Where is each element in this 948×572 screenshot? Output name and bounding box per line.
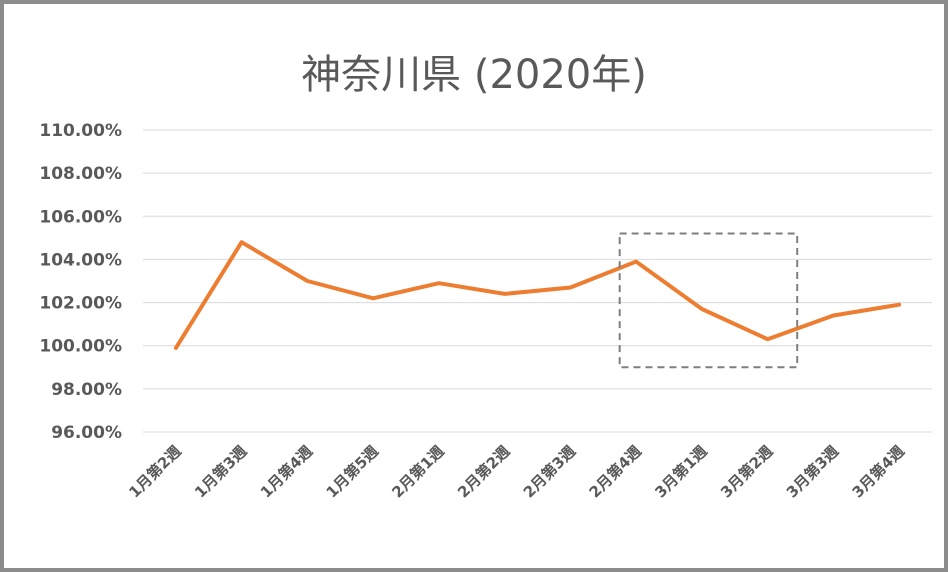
series-layer xyxy=(173,240,902,350)
x-tick-label: 3月第4週 xyxy=(849,442,908,501)
chart-title: 神奈川県 (2020年) xyxy=(301,52,647,98)
x-axis-ticks: 1月第2週 1月第3週 1月第4週 1月第5週 2月第1週 2月第2週 2月第3週 2月第4週… xyxy=(125,442,908,501)
y-tick-label: 110.00% xyxy=(39,121,122,141)
x-tick-label: 2月第4週 xyxy=(586,442,645,501)
y-tick-label: 108.00% xyxy=(39,164,122,184)
y-tick-label: 98.00% xyxy=(51,380,122,400)
x-tick-label: 3月第1週 xyxy=(651,442,710,501)
y-tick-label: 100.00% xyxy=(39,337,122,357)
x-tick-label: 3月第3週 xyxy=(783,442,842,501)
y-tick-label: 96.00% xyxy=(51,423,122,443)
x-tick-label: 2月第1週 xyxy=(388,442,447,501)
y-tick-label: 102.00% xyxy=(39,294,122,314)
highlight-box xyxy=(618,232,799,369)
x-tick-label: 2月第2週 xyxy=(454,442,513,501)
x-tick-label: 2月第3週 xyxy=(520,442,579,501)
x-tick-label: 1月第5週 xyxy=(323,442,382,501)
series-line xyxy=(173,240,902,350)
x-tick-label: 1月第4週 xyxy=(257,442,316,501)
x-tick-label: 1月第2週 xyxy=(125,442,184,501)
y-axis-ticks: 96.00% 98.00% 100.00% 102.00% 104.00% 106.00%… xyxy=(39,121,122,443)
x-tick-label: 1月第3週 xyxy=(191,442,250,501)
gridlines xyxy=(143,129,932,433)
y-tick-label: 104.00% xyxy=(39,250,122,270)
x-tick-label: 3月第2週 xyxy=(717,442,776,501)
highlight-layer xyxy=(618,232,799,369)
y-tick-label: 106.00% xyxy=(39,207,122,227)
